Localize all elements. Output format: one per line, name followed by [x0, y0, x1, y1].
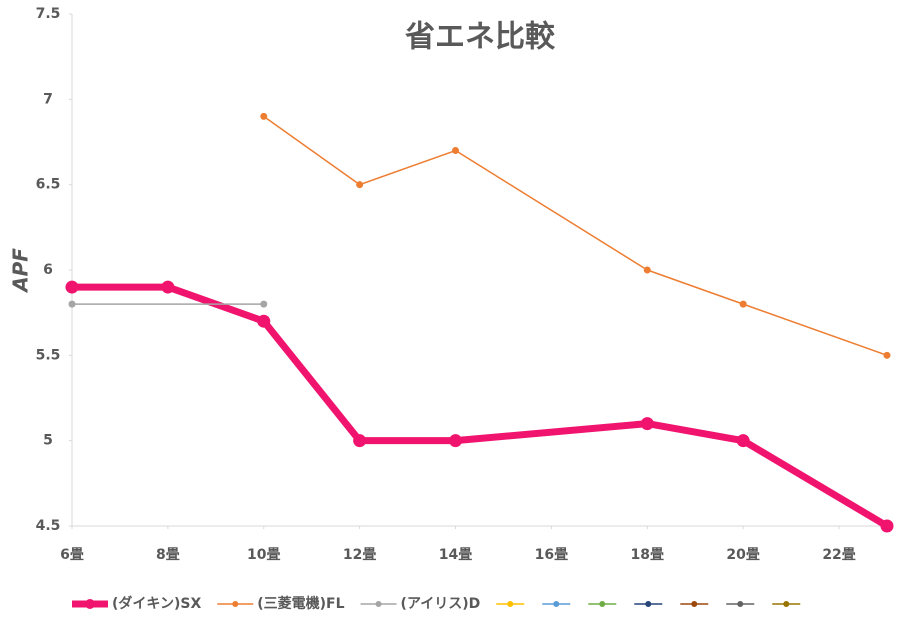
x-tick-label: 6畳	[60, 547, 84, 563]
series-line	[263, 115, 888, 357]
x-tick-label: 10畳	[247, 547, 280, 563]
data-point	[257, 314, 271, 328]
y-axis-label: APF	[9, 248, 33, 294]
y-tick-label: 6.5	[36, 177, 61, 193]
data-point	[452, 147, 460, 155]
legend-marker	[645, 601, 652, 607]
legend-marker	[375, 601, 382, 607]
legend-marker	[737, 601, 744, 607]
legend-marker	[599, 601, 606, 607]
data-point	[640, 417, 654, 431]
x-tick-label: 20畳	[726, 547, 759, 563]
data-point	[65, 280, 79, 294]
legend-marker	[85, 599, 95, 609]
legend-label: (アイリス)D	[401, 596, 481, 612]
x-tick-label: 22畳	[822, 547, 855, 563]
data-point	[353, 434, 367, 448]
y-tick-label: 6	[43, 262, 53, 278]
data-point	[880, 519, 894, 533]
data-point	[643, 266, 651, 274]
series-line	[72, 283, 889, 530]
y-tick-label: 5	[43, 433, 53, 449]
x-tick-label: 18畳	[631, 547, 664, 563]
legend-marker	[553, 601, 560, 607]
y-tick-label: 5.5	[36, 347, 61, 363]
x-tick-label: 8畳	[156, 547, 180, 563]
data-point	[739, 300, 747, 308]
data-point	[356, 181, 364, 189]
data-point	[260, 300, 268, 308]
data-point	[449, 434, 463, 448]
y-tick-label: 7	[43, 91, 53, 107]
data-point	[68, 300, 76, 308]
x-tick-label: 12畳	[343, 547, 376, 563]
legend-label: (ダイキン)SX	[112, 595, 201, 612]
data-point	[883, 351, 891, 359]
legend-marker	[691, 601, 698, 607]
data-point	[161, 280, 175, 294]
legend-marker	[783, 601, 790, 607]
legend-marker	[232, 601, 239, 607]
data-point	[736, 434, 750, 448]
legend-label: (三菱電機)FL	[257, 595, 344, 612]
data-point	[260, 112, 268, 120]
x-tick-label: 16畳	[535, 547, 568, 563]
x-tick-label: 14畳	[439, 547, 472, 563]
legend-marker	[507, 601, 514, 607]
chart-title: 省エネ比較	[405, 20, 556, 55]
y-tick-label: 7.5	[36, 6, 61, 22]
y-tick-label: 4.5	[36, 518, 61, 534]
